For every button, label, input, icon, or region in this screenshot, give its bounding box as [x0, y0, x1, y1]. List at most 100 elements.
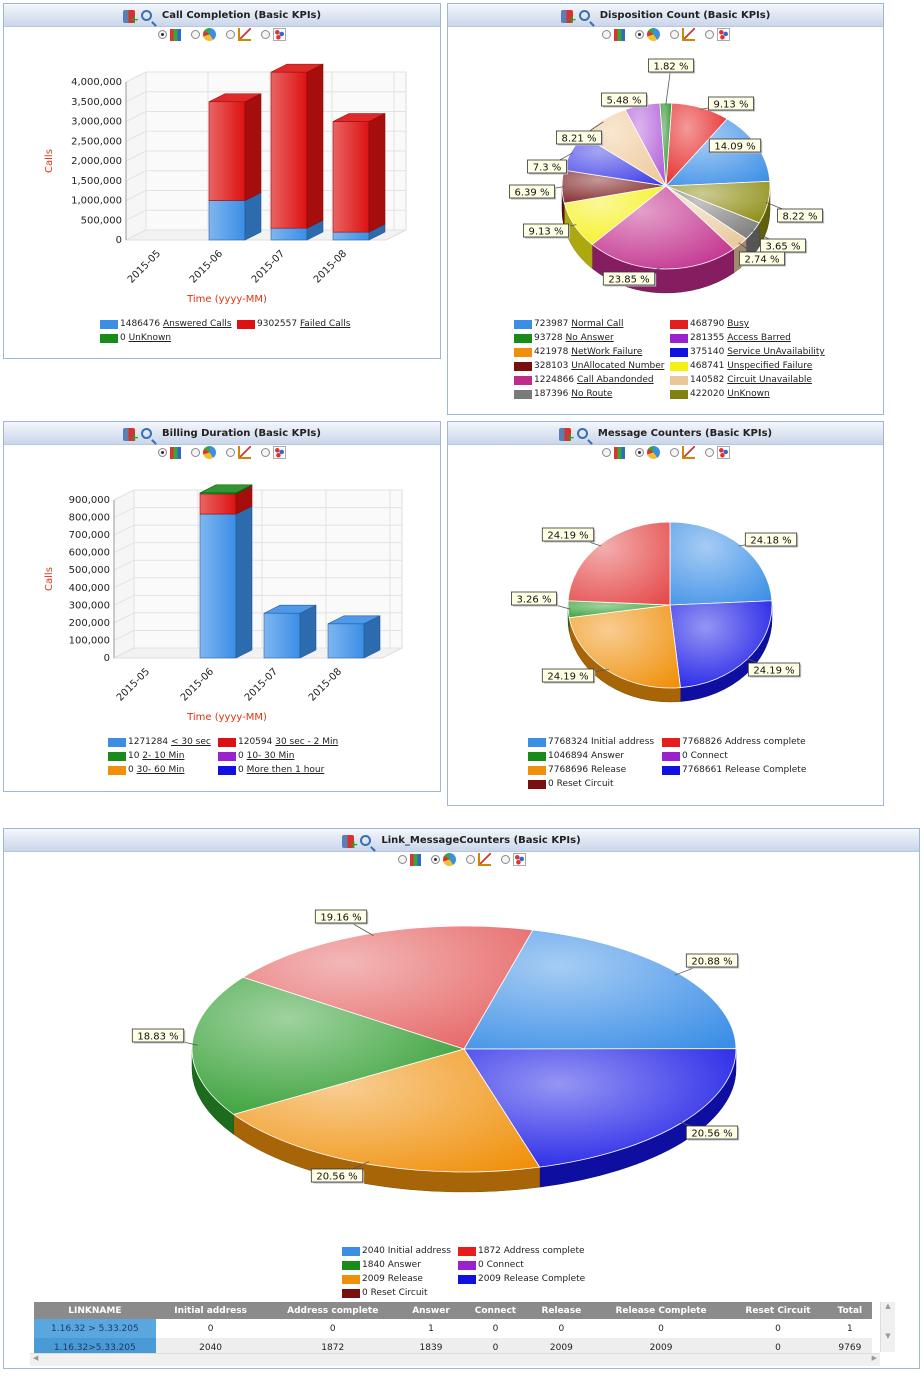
legend-item[interactable]: 0 Reset Circuit	[528, 777, 614, 791]
add-chart-icon[interactable]	[123, 427, 139, 444]
column-header[interactable]: Answer	[400, 1302, 462, 1319]
chart-type-line[interactable]	[669, 28, 695, 41]
legend-item[interactable]: 375140 Service UnAvailability	[670, 345, 825, 359]
legend-item[interactable]: 2009 Release	[342, 1272, 423, 1286]
chart-type-scatter[interactable]	[704, 446, 730, 459]
chart-type-scatter[interactable]	[261, 446, 286, 459]
radio-button[interactable]	[226, 30, 235, 39]
chart-type-scatter[interactable]	[500, 853, 526, 866]
legend-item[interactable]: 0 10- 30 Min	[218, 749, 294, 763]
zoom-in-icon[interactable]	[360, 834, 372, 846]
vertical-scrollbar[interactable]: ▲ ▼	[880, 1302, 895, 1352]
radio-button[interactable]	[158, 448, 167, 457]
legend-item[interactable]: 7768826 Address complete	[662, 735, 806, 749]
add-chart-icon[interactable]	[560, 9, 577, 26]
legend-label[interactable]: Address complete	[724, 737, 806, 747]
legend-item[interactable]: 7768696 Release	[528, 763, 626, 777]
legend-label[interactable]: Initial address	[387, 1246, 451, 1256]
legend-label[interactable]: < 30 sec	[170, 737, 211, 747]
legend-item[interactable]: 1872 Address complete	[458, 1244, 585, 1258]
legend-label[interactable]: Address complete	[503, 1246, 585, 1256]
radio-button[interactable]	[191, 30, 200, 39]
add-chart-icon[interactable]	[558, 427, 575, 444]
legend-label[interactable]: No Route	[571, 389, 613, 399]
legend-item[interactable]: 187396 No Route	[514, 387, 612, 401]
radio-button[interactable]	[158, 30, 167, 39]
radio-button[interactable]	[226, 448, 235, 457]
radio-button[interactable]	[669, 30, 679, 39]
radio-button[interactable]	[430, 855, 440, 864]
legend-label[interactable]: Answered Calls	[162, 319, 232, 329]
legend-item[interactable]: 1224866 Call Abandonded	[514, 373, 654, 387]
legend-label[interactable]: More then 1 hour	[246, 765, 325, 775]
zoom-in-icon[interactable]	[140, 9, 152, 21]
zoom-in-icon[interactable]	[576, 427, 588, 439]
chart-type-bar[interactable]	[397, 853, 421, 866]
legend-label[interactable]: UnAllocated Number	[571, 361, 665, 371]
legend-label[interactable]: Call Abandonded	[576, 375, 654, 385]
chart-type-pie[interactable]	[430, 853, 456, 866]
legend-item[interactable]: 10 2- 10 Min	[108, 749, 184, 763]
chart-type-line[interactable]	[669, 446, 695, 459]
legend-item[interactable]: 2009 Release Complete	[458, 1272, 585, 1286]
legend-item[interactable]: 281355 Access Barred	[670, 331, 791, 345]
legend-item[interactable]: 140582 Circuit Unavailable	[670, 373, 812, 387]
radio-button[interactable]	[634, 448, 644, 457]
legend-label[interactable]: Connect	[486, 1260, 524, 1270]
radio-button[interactable]	[601, 448, 611, 457]
column-header[interactable]: Release	[528, 1302, 594, 1319]
table-row[interactable]: 1.16.32>5.33.205 2040 1872 1839 0 2009 2009 0 97…	[34, 1338, 872, 1357]
column-header[interactable]: Connect	[461, 1302, 529, 1319]
horizontal-scrollbar[interactable]: ◀ ▶	[30, 1353, 880, 1366]
legend-label[interactable]: 10- 30 Min	[246, 751, 295, 761]
column-header[interactable]: LINKNAME	[34, 1302, 156, 1319]
column-header[interactable]: Reset Circuit	[728, 1302, 828, 1319]
scroll-up-arrow[interactable]: ▲	[885, 1302, 891, 1310]
chart-type-bar[interactable]	[158, 446, 181, 459]
legend-item[interactable]: 93728 No Answer	[514, 331, 614, 345]
chart-type-line[interactable]	[226, 446, 251, 459]
legend-label[interactable]: Release	[387, 1274, 423, 1284]
radio-button[interactable]	[704, 30, 714, 39]
legend-label[interactable]: Reset Circuit	[370, 1288, 428, 1298]
legend-item[interactable]: 468790 Busy	[670, 317, 749, 331]
radio-button[interactable]	[261, 448, 270, 457]
chart-type-pie[interactable]	[634, 28, 660, 41]
legend-item[interactable]: 7768324 Initial address	[528, 735, 654, 749]
chart-type-pie[interactable]	[191, 446, 216, 459]
legend-label[interactable]: Unspecified Failure	[727, 361, 813, 371]
radio-button[interactable]	[704, 448, 714, 457]
radio-button[interactable]	[634, 30, 644, 39]
legend-item[interactable]: 0 More then 1 hour	[218, 763, 324, 777]
legend-item[interactable]: 1486476 Answered Calls	[100, 317, 232, 331]
radio-button[interactable]	[261, 30, 270, 39]
add-chart-icon[interactable]	[122, 9, 139, 26]
legend-label[interactable]: UnKnown	[128, 333, 172, 343]
legend-item[interactable]: 468741 Unspecified Failure	[670, 359, 812, 373]
add-chart-icon[interactable]	[342, 834, 358, 851]
chart-type-pie[interactable]	[191, 28, 216, 41]
chart-type-line[interactable]	[465, 853, 491, 866]
legend-item[interactable]: 1271284 < 30 sec	[108, 735, 211, 749]
legend-label[interactable]: NetWork Failure	[571, 347, 643, 357]
chart-type-scatter[interactable]	[704, 28, 730, 41]
legend-label[interactable]: Release Complete	[724, 765, 807, 775]
legend-label[interactable]: 30 sec - 2 Min	[275, 737, 339, 747]
chart-type-scatter[interactable]	[261, 28, 286, 41]
legend-item[interactable]: 0 Connect	[662, 749, 728, 763]
legend-label[interactable]: Release	[590, 765, 627, 775]
legend-item[interactable]: 1840 Answer	[342, 1258, 421, 1272]
legend-item[interactable]: 0 30- 60 Min	[108, 763, 184, 777]
chart-type-pie[interactable]	[634, 446, 660, 459]
legend-label[interactable]: UnKnown	[727, 389, 770, 399]
chart-type-line[interactable]	[226, 28, 251, 41]
legend-item[interactable]: 0 Reset Circuit	[342, 1286, 428, 1300]
column-header[interactable]: Address complete	[265, 1302, 401, 1319]
legend-label[interactable]: 2- 10 Min	[142, 751, 185, 761]
legend-item[interactable]: 0 Connect	[458, 1258, 524, 1272]
legend-label[interactable]: Answer	[590, 751, 625, 761]
column-header[interactable]: Release Complete	[593, 1302, 729, 1319]
legend-item[interactable]: 0 UnKnown	[100, 331, 171, 345]
legend-item[interactable]: 2040 Initial address	[342, 1244, 451, 1258]
legend-item[interactable]: 1046894 Answer	[528, 749, 624, 763]
